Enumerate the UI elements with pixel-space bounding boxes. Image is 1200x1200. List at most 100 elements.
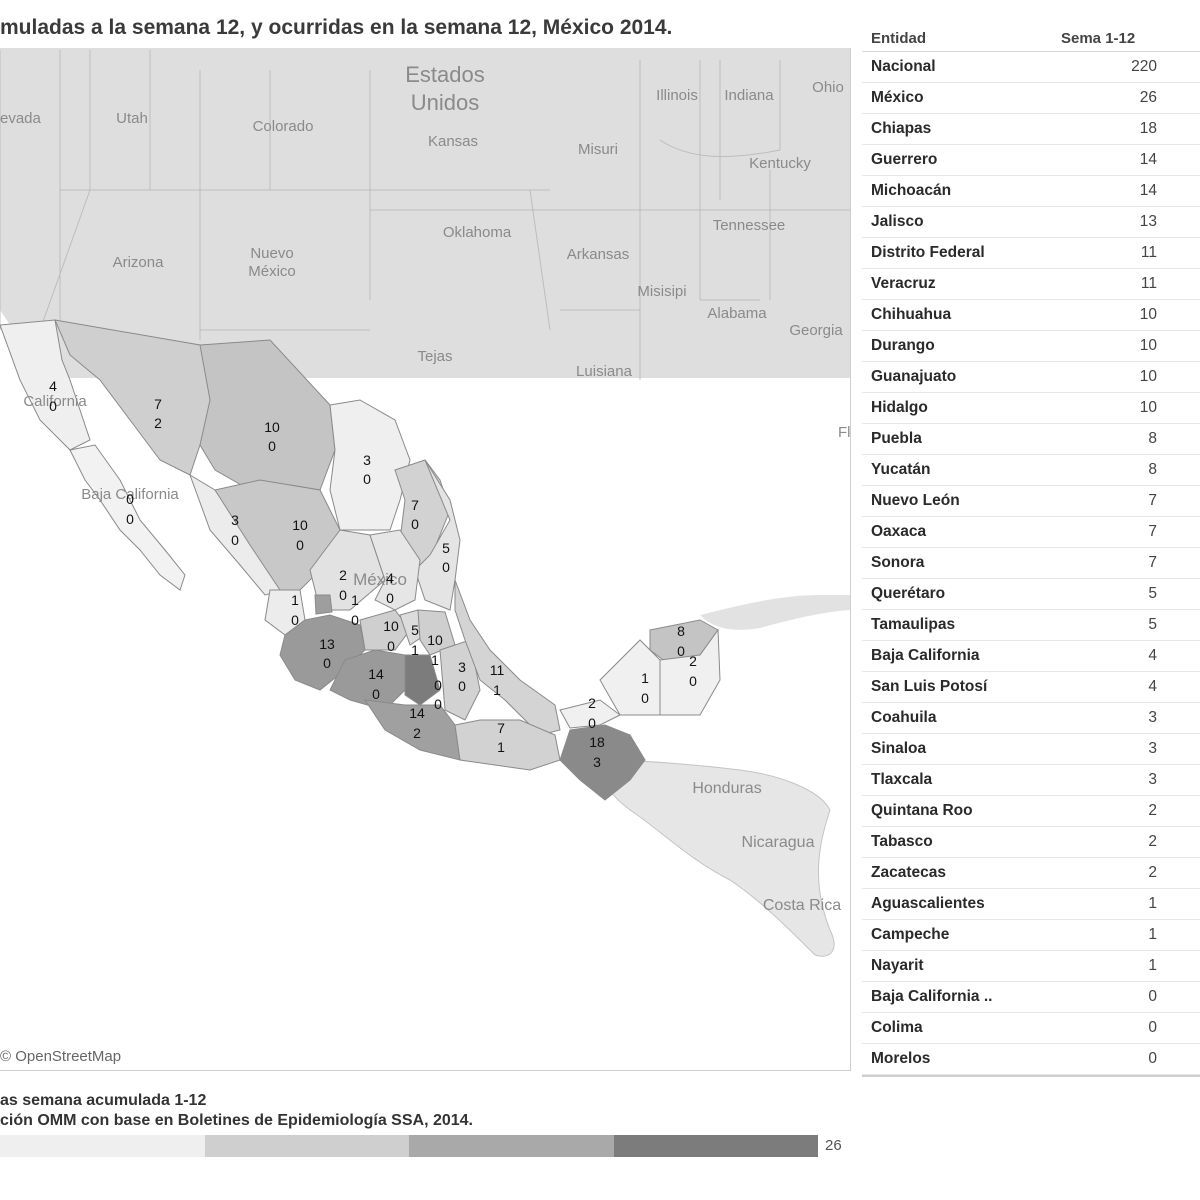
cell-entidad: México <box>871 89 924 106</box>
label-arizona: Arizona <box>113 254 165 271</box>
value-chihuahua-acum: 10 <box>264 419 280 435</box>
state-guanajuato[interactable] <box>359 609 411 651</box>
table-row[interactable]: Colima 0 <box>862 1013 1200 1044</box>
cell-entidad: Puebla <box>871 430 922 447</box>
table-row[interactable]: Nuevo León 7 <box>862 486 1200 517</box>
value-guanajuato-acum: 10 <box>383 618 399 634</box>
table-row[interactable]: Guerrero 14 <box>862 145 1200 176</box>
table-row[interactable]: México 26 <box>862 83 1200 114</box>
value-bcs-acum: 0 <box>126 491 134 507</box>
table-row[interactable]: Tabasco 2 <box>862 827 1200 858</box>
table-row[interactable]: San Luis Potosí 4 <box>862 672 1200 703</box>
cell-valor: 0 <box>1148 1050 1157 1067</box>
legend-segment <box>204 1135 409 1157</box>
table-row[interactable]: Jalisco 13 <box>862 207 1200 238</box>
table-row[interactable]: Oaxaca 7 <box>862 517 1200 548</box>
table-row[interactable]: Chiapas 18 <box>862 114 1200 145</box>
legend-segment <box>0 1135 205 1157</box>
value-quintana-roo-sem: 0 <box>689 673 697 689</box>
label-tejas: Tejas <box>417 348 452 365</box>
cell-valor: 10 <box>1139 306 1157 323</box>
cell-entidad: Sonora <box>871 554 925 571</box>
cell-valor: 8 <box>1148 461 1157 478</box>
value-aguascalientes-acum: 1 <box>351 592 359 608</box>
label-ohio: Ohio <box>812 79 844 96</box>
state-chiapas[interactable] <box>559 724 646 801</box>
cell-entidad: Campeche <box>871 926 950 943</box>
cell-entidad: Coahuila <box>871 709 937 726</box>
choropleth-map[interactable]: Estados Unidos evada Utah Colorado Kansa… <box>0 48 851 1071</box>
table-row[interactable]: Distrito Federal 11 <box>862 238 1200 269</box>
value-mexico-acum: 0 <box>434 677 442 693</box>
value-sonora-acum: 7 <box>154 396 162 412</box>
table-row[interactable]: Zacatecas 2 <box>862 858 1200 889</box>
state-aguascalientes[interactable] <box>314 594 333 615</box>
table-row[interactable]: Coahuila 3 <box>862 703 1200 734</box>
state-san-luis-potosi[interactable] <box>369 529 421 611</box>
cell-valor: 5 <box>1148 585 1157 602</box>
us-landmass <box>0 48 850 378</box>
table-row[interactable]: Sonora 7 <box>862 548 1200 579</box>
table-row[interactable]: Sinaloa 3 <box>862 734 1200 765</box>
table-row[interactable]: Nacional 220 <box>862 52 1200 83</box>
value-oaxaca-acum: 7 <box>497 720 505 736</box>
cell-valor: 18 <box>1139 120 1157 137</box>
table-row[interactable]: Guanajuato 10 <box>862 362 1200 393</box>
cell-entidad: Morelos <box>871 1050 931 1067</box>
header-semana[interactable]: Sema 1-12 <box>1061 29 1136 47</box>
table-row[interactable]: Hidalgo 10 <box>862 393 1200 424</box>
value-oaxaca-sem: 1 <box>497 739 505 755</box>
central-america <box>599 759 835 957</box>
table-row[interactable]: Durango 10 <box>862 331 1200 362</box>
cell-valor: 3 <box>1148 740 1157 757</box>
cell-valor: 13 <box>1139 213 1157 230</box>
state-mexico[interactable] <box>404 654 441 706</box>
cell-valor: 220 <box>1131 58 1157 75</box>
cell-valor: 1 <box>1148 895 1157 912</box>
state-tamaulipas[interactable] <box>414 459 461 611</box>
label-misuri: Misuri <box>578 141 618 158</box>
cell-entidad: Nacional <box>871 58 936 75</box>
table-row[interactable]: Tamaulipas 5 <box>862 610 1200 641</box>
value-durango-acum: 10 <box>292 517 308 533</box>
value-hidalgo-sem: 1 <box>431 652 439 668</box>
cell-valor: 8 <box>1148 430 1157 447</box>
cell-entidad: Yucatán <box>871 461 931 478</box>
table-row[interactable]: Quintana Roo 2 <box>862 796 1200 827</box>
label-colorado: Colorado <box>253 118 314 135</box>
value-veracruz-sem: 1 <box>493 682 501 698</box>
table-row[interactable]: Yucatán 8 <box>862 455 1200 486</box>
state-quintana-roo[interactable] <box>659 628 721 716</box>
state-tabasco[interactable] <box>559 699 621 729</box>
value-yucatan-sem: 0 <box>677 643 685 659</box>
state-baja-california[interactable] <box>0 319 91 451</box>
cell-entidad: Jalisco <box>871 213 924 230</box>
table-row[interactable]: Querétaro 5 <box>862 579 1200 610</box>
value-campeche-acum: 1 <box>641 670 649 686</box>
table-row[interactable]: Chihuahua 10 <box>862 300 1200 331</box>
value-guerrero-sem: 2 <box>413 725 421 741</box>
state-michoacan[interactable] <box>329 649 406 711</box>
table-row[interactable]: Veracruz 11 <box>862 269 1200 300</box>
table-row[interactable]: Campeche 1 <box>862 920 1200 951</box>
label-kentucky: Kentucky <box>749 155 811 172</box>
value-chihuahua-sem: 0 <box>268 438 276 454</box>
map-attribution[interactable]: © OpenStreetMap <box>0 1048 122 1065</box>
table-row[interactable]: Tlaxcala 3 <box>862 765 1200 796</box>
table-row[interactable]: Puebla 8 <box>862 424 1200 455</box>
table-row[interactable]: Michoacán 14 <box>862 176 1200 207</box>
state-baja-california-sur[interactable] <box>69 444 186 591</box>
cell-valor: 11 <box>1140 275 1157 292</box>
table-row[interactable]: Morelos 0 <box>862 1044 1200 1075</box>
label-tennessee: Tennessee <box>713 217 786 234</box>
table-row[interactable]: Baja California 4 <box>862 641 1200 672</box>
label-oklahoma: Oklahoma <box>443 224 512 241</box>
table-row[interactable]: Baja California .. 0 <box>862 982 1200 1013</box>
state-puebla[interactable] <box>439 639 481 721</box>
table-row[interactable]: Aguascalientes 1 <box>862 889 1200 920</box>
state-coahuila[interactable] <box>329 399 411 531</box>
cell-valor: 10 <box>1139 337 1157 354</box>
cell-valor: 1 <box>1148 957 1157 974</box>
table-row[interactable]: Nayarit 1 <box>862 951 1200 982</box>
header-entidad[interactable]: Entidad <box>871 29 926 47</box>
